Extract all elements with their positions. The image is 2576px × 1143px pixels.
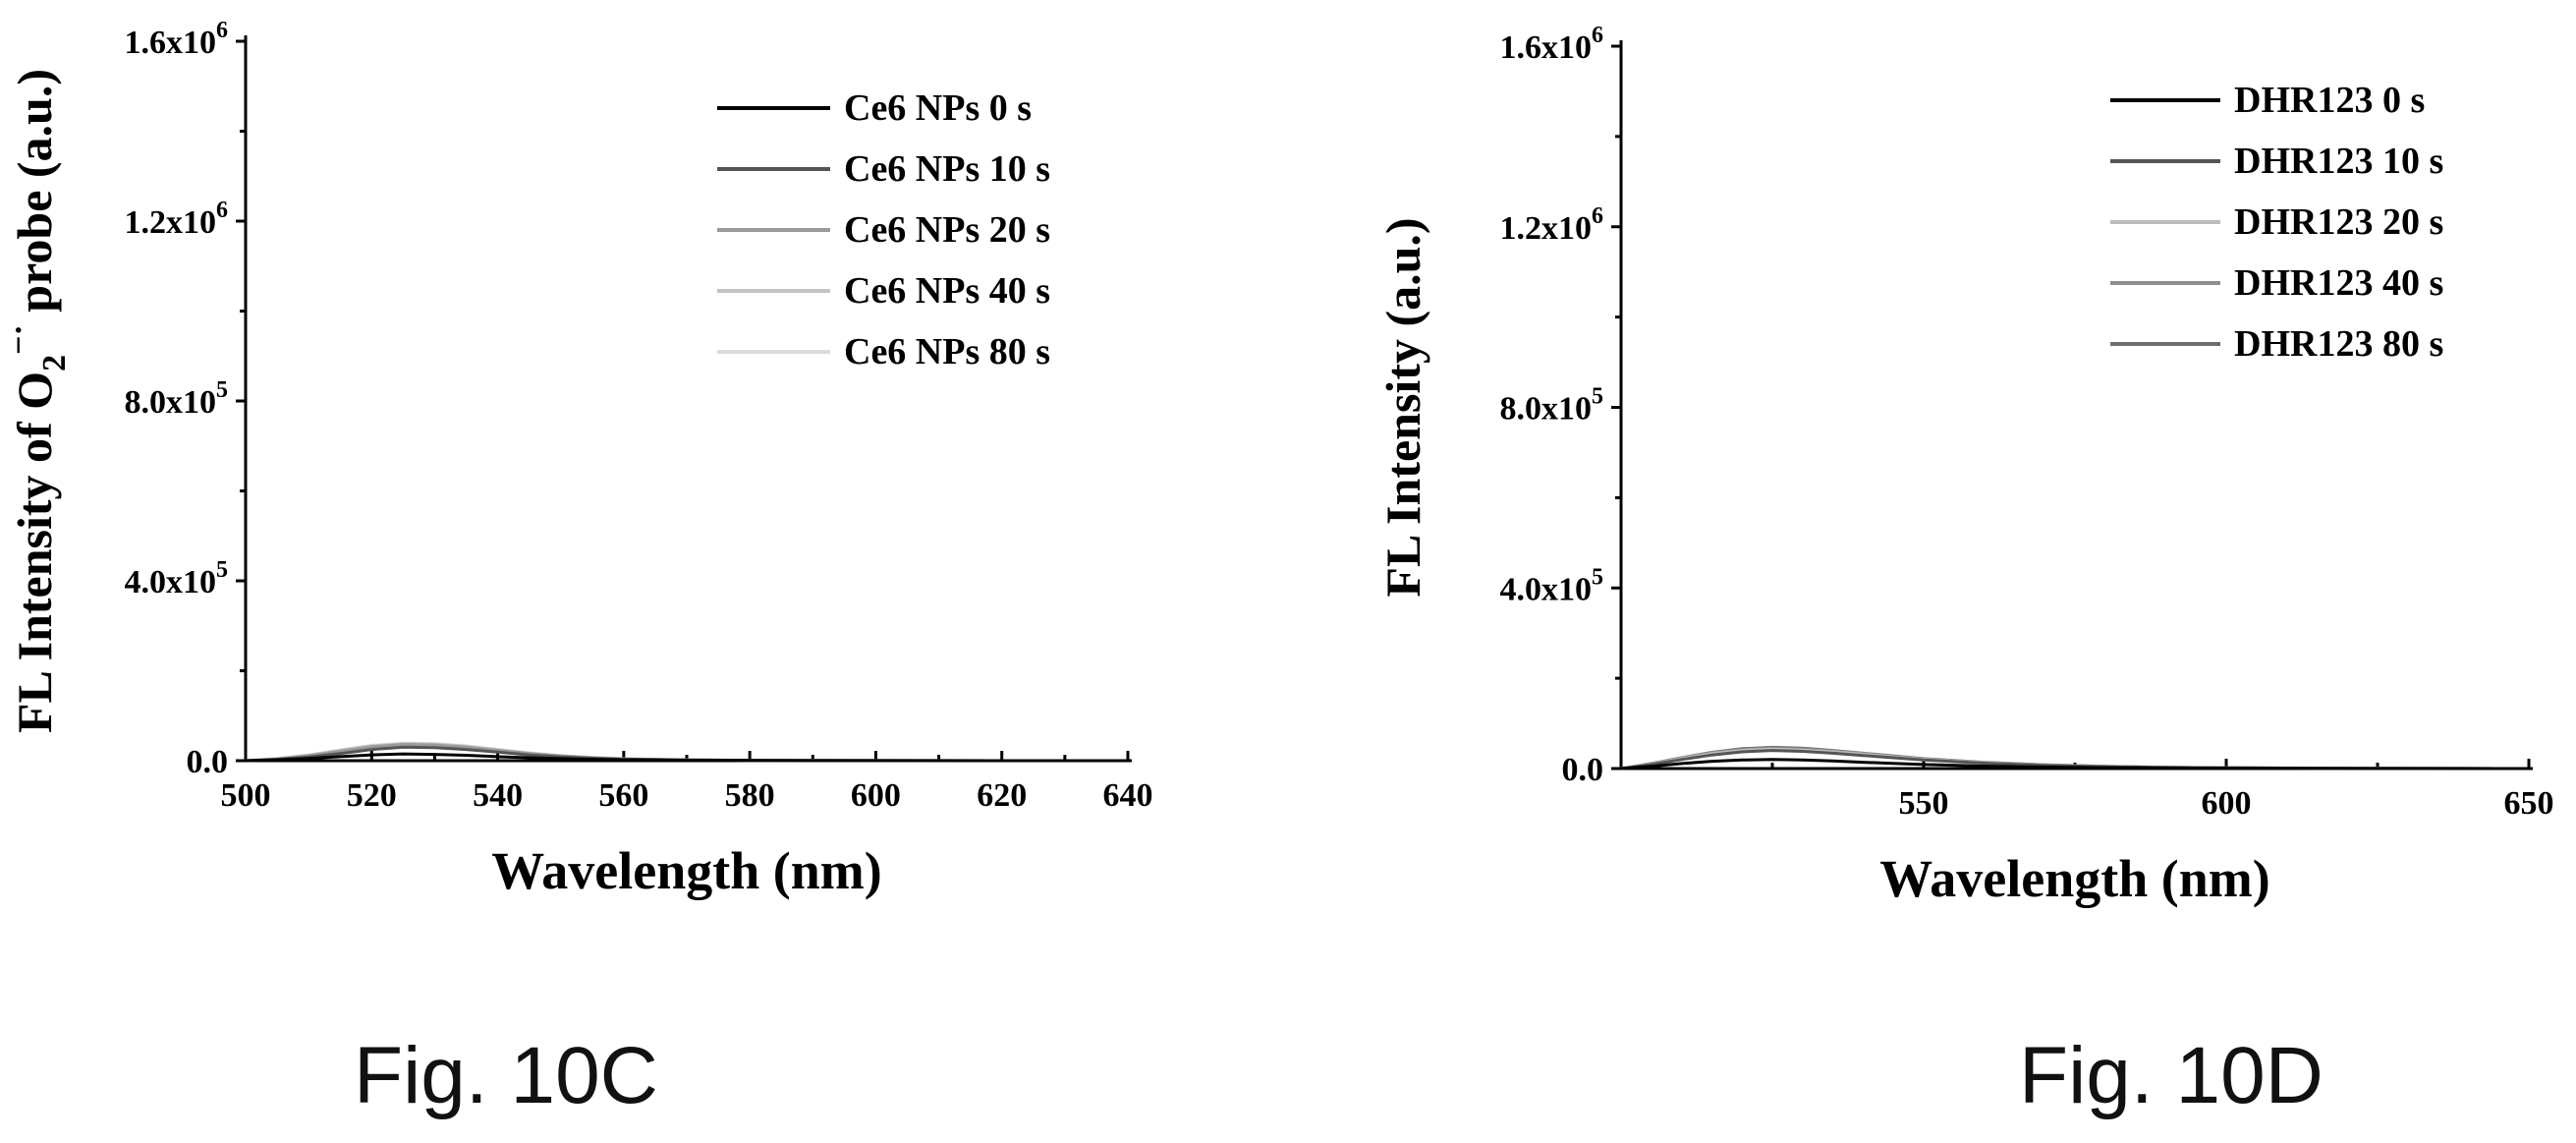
y-tick-label: 0.0 (1562, 752, 1604, 788)
y-tick-label-base: 1.2x10 (1500, 210, 1593, 247)
y-tick-label-exponent: 6 (1592, 203, 1603, 229)
x-axis-title: Wavelength (nm) (491, 841, 882, 900)
x-axis-title: Wavelength (nm) (1879, 849, 2270, 908)
x-tick-label: 620 (977, 777, 1027, 814)
legend-label: DHR123 10 s (2234, 141, 2443, 182)
x-tick-label: 600 (2202, 785, 2252, 822)
y-tick-label: 8.0x105 (1500, 384, 1604, 428)
x-tick-label: 560 (598, 777, 648, 814)
y-axis-title-main: FL Intensity of O (7, 371, 62, 733)
y-tick-label: 1.6x106 (125, 18, 229, 61)
y-axis-title: FL Intensity of O2−· probe (a.u.) (1, 69, 73, 733)
y-tick-label-exponent: 5 (1592, 384, 1603, 410)
y-tick-label-base: 8.0x10 (1500, 391, 1593, 428)
y-axis-title-superscript: −· (1, 324, 37, 355)
legend-label: DHR123 20 s (2234, 201, 2443, 243)
legend-label: Ce6 NPs 10 s (844, 148, 1050, 190)
legend-label: Ce6 NPs 80 s (844, 331, 1050, 372)
y-tick-label-exponent: 5 (216, 377, 228, 403)
y-tick-label: 4.0x105 (125, 557, 229, 600)
x-tick-label: 580 (725, 777, 775, 814)
x-tick-label: 500 (221, 777, 271, 814)
y-tick-label-base: 8.0x10 (125, 384, 217, 421)
y-axis-title-end: probe (a.u.) (7, 69, 62, 324)
y-tick-label-base: 0.0 (187, 744, 229, 780)
x-tick-label: 550 (1899, 785, 1949, 822)
y-tick-label-base: 4.0x10 (125, 564, 217, 600)
legend-label: DHR123 40 s (2234, 262, 2443, 304)
legend-label: DHR123 0 s (2234, 80, 2425, 121)
y-tick-label-base: 1.6x10 (1500, 29, 1593, 66)
legend-label: Ce6 NPs 0 s (844, 87, 1032, 129)
y-tick-label: 1.6x106 (1500, 23, 1604, 66)
legend-label: DHR123 80 s (2234, 323, 2443, 365)
y-tick-label-base: 1.2x10 (125, 204, 217, 241)
x-tick-label: 640 (1103, 777, 1153, 814)
y-tick-label: 1.2x106 (125, 198, 229, 241)
figure-caption-10d: Fig. 10D (2019, 1031, 2324, 1120)
y-tick-label: 1.2x106 (1500, 203, 1604, 247)
y-tick-label: 4.0x105 (1500, 564, 1604, 607)
y-axis-title-subscript: 2 (36, 355, 73, 371)
y-tick-label-exponent: 5 (216, 557, 228, 583)
y-tick-label: 0.0 (187, 744, 229, 780)
y-axis-title: FL Intensity (a.u.) (1375, 217, 1430, 597)
x-tick-label: 650 (2504, 785, 2554, 822)
y-tick-label-exponent: 6 (216, 198, 228, 223)
figure-caption-10c: Fig. 10C (354, 1031, 658, 1120)
series-line (1620, 758, 2529, 771)
y-tick-label-exponent: 6 (216, 18, 228, 43)
y-tick-label: 8.0x105 (125, 377, 229, 421)
x-tick-label: 600 (851, 777, 901, 814)
series-line (245, 752, 1128, 763)
legend-label: Ce6 NPs 20 s (844, 209, 1050, 251)
x-tick-label: 520 (347, 777, 397, 814)
y-tick-label-exponent: 5 (1592, 564, 1603, 590)
y-tick-label-base: 4.0x10 (1500, 571, 1593, 607)
legend-label: Ce6 NPs 40 s (844, 270, 1050, 312)
y-tick-label-exponent: 6 (1592, 23, 1603, 48)
y-tick-label-base: 1.6x10 (125, 25, 217, 61)
y-tick-label-base: 0.0 (1562, 752, 1604, 788)
x-tick-label: 540 (473, 777, 523, 814)
